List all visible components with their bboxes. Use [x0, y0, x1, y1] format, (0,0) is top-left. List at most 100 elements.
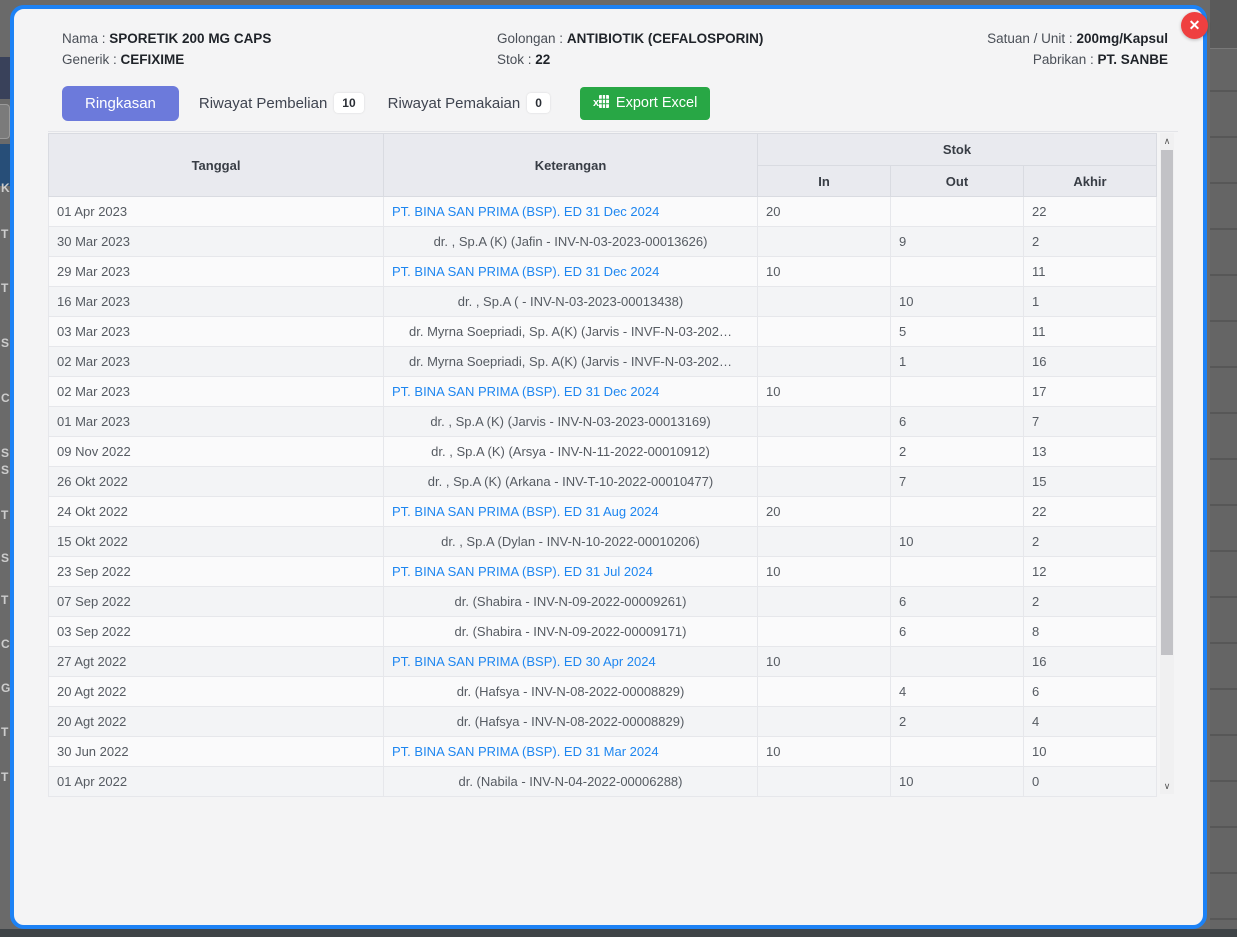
cell-stok-akhir: 1 — [1023, 286, 1157, 317]
medicine-detail-modal: Nama : SPORETIK 200 MG CAPS Generik : CE… — [10, 5, 1207, 929]
medicine-info-header: Nama : SPORETIK 200 MG CAPS Generik : CE… — [48, 28, 1178, 70]
backdrop-text-fragment: S — [1, 463, 10, 477]
cell-tanggal: 07 Sep 2022 — [48, 586, 384, 617]
cell-stok-akhir: 2 — [1023, 226, 1157, 257]
backdrop-bottom-strip — [0, 929, 1237, 937]
close-button[interactable]: ✕ — [1181, 12, 1208, 39]
table-row: 02 Mar 2023 dr. Myrna Soepriadi, Sp. A(K… — [48, 346, 1157, 377]
scrollbar-thumb[interactable] — [1161, 150, 1173, 655]
table-row: 26 Okt 2022 dr. , Sp.A (K) (Arkana - INV… — [48, 466, 1157, 497]
cell-stok-out: 10 — [890, 766, 1024, 797]
cell-stok-akhir: 12 — [1023, 556, 1157, 587]
backdrop-button-edge — [0, 144, 10, 186]
info-stok: Stok : 22 — [497, 52, 551, 67]
cell-stok-in: 10 — [757, 736, 891, 767]
backdrop-text-fragment: S — [1, 446, 10, 460]
cell-tanggal: 01 Mar 2023 — [48, 406, 384, 437]
table-row: 01 Apr 2023 PT. BINA SAN PRIMA (BSP). ED… — [48, 196, 1157, 227]
cell-stok-out: 9 — [890, 226, 1024, 257]
cell-tanggal: 27 Agt 2022 — [48, 646, 384, 677]
cell-stok-akhir: 8 — [1023, 616, 1157, 647]
table-row: 24 Okt 2022 PT. BINA SAN PRIMA (BSP). ED… — [48, 496, 1157, 527]
cell-tanggal: 09 Nov 2022 — [48, 436, 384, 467]
cell-stok-akhir: 17 — [1023, 376, 1157, 407]
table-row: 30 Mar 2023 dr. , Sp.A (K) (Jafin - INV-… — [48, 226, 1157, 257]
cell-stok-out: 4 — [890, 676, 1024, 707]
cell-keterangan-supplier-link[interactable]: PT. BINA SAN PRIMA (BSP). ED 31 Dec 2024 — [383, 376, 758, 407]
col-header-out: Out — [890, 165, 1024, 197]
export-excel-button[interactable]: x Export Excel — [579, 86, 711, 120]
backdrop-text-fragment: K — [1, 181, 10, 195]
cell-stok-in — [757, 526, 891, 557]
cell-keterangan-supplier-link[interactable]: PT. BINA SAN PRIMA (BSP). ED 30 Apr 2024 — [383, 646, 758, 677]
backdrop-navbar-edge — [0, 57, 10, 99]
cell-stok-out: 6 — [890, 616, 1024, 647]
tab-riwayat-pembelian[interactable]: Riwayat Pembelian 10 — [195, 87, 368, 119]
cell-tanggal: 01 Apr 2023 — [48, 196, 384, 227]
cell-stok-in: 20 — [757, 196, 891, 227]
cell-stok-akhir: 6 — [1023, 676, 1157, 707]
cell-keterangan-supplier-link[interactable]: PT. BINA SAN PRIMA (BSP). ED 31 Jul 2024 — [383, 556, 758, 587]
close-icon: ✕ — [1188, 17, 1201, 33]
table-row: 23 Sep 2022 PT. BINA SAN PRIMA (BSP). ED… — [48, 556, 1157, 587]
backdrop-text-fragment: S — [1, 551, 10, 565]
tabs-row: Ringkasan Riwayat Pembelian 10 Riwayat P… — [48, 85, 1178, 121]
cell-stok-in: 20 — [757, 496, 891, 527]
table-row: 27 Agt 2022 PT. BINA SAN PRIMA (BSP). ED… — [48, 646, 1157, 677]
tab-riwayat-pemakaian[interactable]: Riwayat Pemakaian 0 — [384, 87, 554, 119]
info-golongan: Golongan : ANTIBIOTIK (CEFALOSPORIN) — [497, 31, 764, 46]
cell-keterangan: dr. , Sp.A (K) (Arkana - INV-T-10-2022-0… — [383, 466, 758, 497]
cell-tanggal: 03 Mar 2023 — [48, 316, 384, 347]
info-col-left: Nama : SPORETIK 200 MG CAPS Generik : CE… — [62, 28, 497, 70]
cell-stok-in — [757, 586, 891, 617]
table-row: 01 Mar 2023 dr. , Sp.A (K) (Jarvis - INV… — [48, 406, 1157, 437]
cell-keterangan-supplier-link[interactable]: PT. BINA SAN PRIMA (BSP). ED 31 Mar 2024 — [383, 736, 758, 767]
cell-stok-in — [757, 466, 891, 497]
info-generik: Generik : CEFIXIME — [62, 52, 185, 67]
cell-stok-out — [890, 376, 1024, 407]
col-header-tanggal: Tanggal — [48, 133, 384, 197]
stock-history-table-wrap: Tanggal Keterangan Stok In Out Akhir 01 … — [48, 133, 1174, 797]
table-row: 15 Okt 2022 dr. , Sp.A (Dylan - INV-N-10… — [48, 526, 1157, 557]
cell-stok-out: 1 — [890, 346, 1024, 377]
table-row: 07 Sep 2022 dr. (Shabira - INV-N-09-2022… — [48, 586, 1157, 617]
scrollbar-down-arrow-icon[interactable]: ∨ — [1163, 781, 1171, 791]
table-row: 01 Apr 2022 dr. (Nabila - INV-N-04-2022-… — [48, 766, 1157, 797]
table-row: 03 Sep 2022 dr. (Shabira - INV-N-09-2022… — [48, 616, 1157, 647]
backdrop-text-fragment: T — [1, 281, 9, 295]
backdrop-text-fragment: T — [1, 725, 9, 739]
backdrop-text-fragment: T — [1, 770, 9, 784]
table-row: 20 Agt 2022 dr. (Hafsya - INV-N-08-2022-… — [48, 706, 1157, 737]
backdrop-text-fragment: C — [1, 637, 10, 651]
cell-stok-akhir: 0 — [1023, 766, 1157, 797]
cell-stok-in — [757, 766, 891, 797]
table-row: 02 Mar 2023 PT. BINA SAN PRIMA (BSP). ED… — [48, 376, 1157, 407]
cell-keterangan-supplier-link[interactable]: PT. BINA SAN PRIMA (BSP). ED 31 Dec 2024 — [383, 196, 758, 227]
backdrop-text-fragment: T — [1, 227, 9, 241]
backdrop-text-fragment: T — [1, 508, 9, 522]
tab-ringkasan[interactable]: Ringkasan — [62, 85, 179, 121]
cell-keterangan: dr. (Hafsya - INV-N-08-2022-00008829) — [383, 676, 758, 707]
info-col-right: Satuan / Unit : 200mg/Kapsul Pabrikan : … — [987, 28, 1168, 70]
cell-keterangan: dr. (Hafsya - INV-N-08-2022-00008829) — [383, 706, 758, 737]
cell-stok-out — [890, 556, 1024, 587]
cell-stok-akhir: 10 — [1023, 736, 1157, 767]
table-row: 30 Jun 2022 PT. BINA SAN PRIMA (BSP). ED… — [48, 736, 1157, 767]
table-row: 20 Agt 2022 dr. (Hafsya - INV-N-08-2022-… — [48, 676, 1157, 707]
table-row: 03 Mar 2023 dr. Myrna Soepriadi, Sp. A(K… — [48, 316, 1157, 347]
cell-keterangan-supplier-link[interactable]: PT. BINA SAN PRIMA (BSP). ED 31 Aug 2024 — [383, 496, 758, 527]
excel-icon: x — [593, 94, 610, 113]
cell-stok-in: 10 — [757, 376, 891, 407]
backdrop-text-fragment: T — [1, 593, 9, 607]
scrollbar-up-arrow-icon[interactable]: ∧ — [1163, 136, 1171, 146]
svg-text:x: x — [593, 97, 600, 109]
cell-stok-akhir: 7 — [1023, 406, 1157, 437]
cell-stok-akhir: 15 — [1023, 466, 1157, 497]
cell-stok-in — [757, 286, 891, 317]
cell-tanggal: 29 Mar 2023 — [48, 256, 384, 287]
cell-keterangan-supplier-link[interactable]: PT. BINA SAN PRIMA (BSP). ED 31 Dec 2024 — [383, 256, 758, 287]
cell-keterangan: dr. (Shabira - INV-N-09-2022-00009171) — [383, 616, 758, 647]
cell-tanggal: 30 Mar 2023 — [48, 226, 384, 257]
cell-keterangan: dr. , Sp.A (K) (Jarvis - INV-N-03-2023-0… — [383, 406, 758, 437]
table-scrollbar[interactable]: ∧ ∨ — [1160, 133, 1174, 794]
